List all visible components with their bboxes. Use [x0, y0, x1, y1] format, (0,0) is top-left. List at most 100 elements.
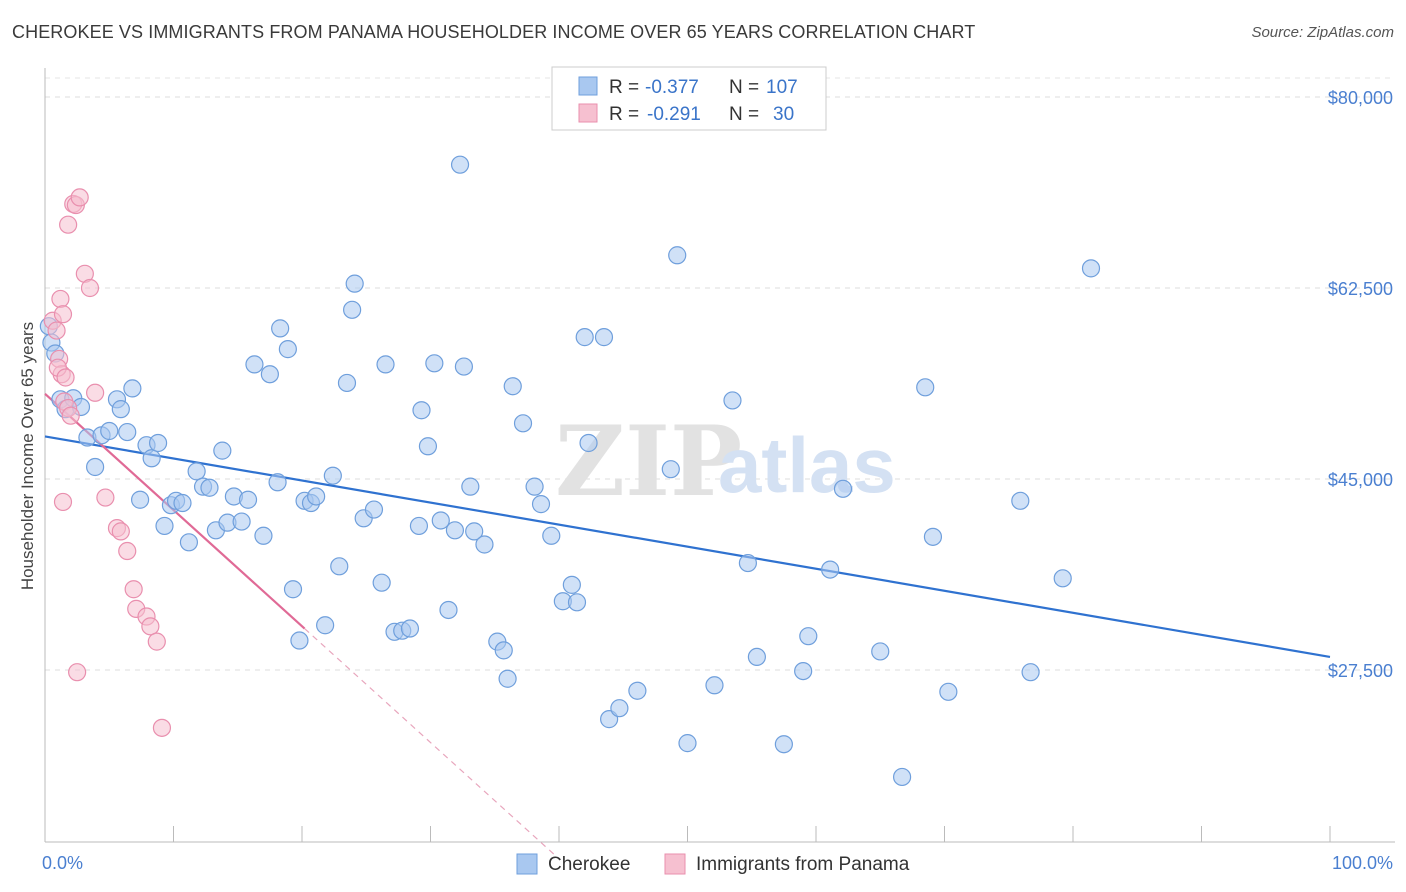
cherokee-point [142, 449, 161, 468]
cherokee-point [678, 734, 697, 753]
cherokee-point [307, 487, 326, 506]
legend-n-value-panama: 30 [773, 104, 794, 125]
cherokee-point [173, 493, 192, 513]
correlation-legend: R = -0.377 N = 107 R = -0.291 N = 30 [551, 66, 827, 131]
panama-point [118, 541, 137, 561]
cherokee-point [513, 414, 533, 433]
panama-point [152, 718, 172, 737]
legend-swatch-cherokee [578, 76, 598, 96]
y-tick-label: $27,500 [1328, 661, 1393, 681]
legend-box [551, 66, 827, 131]
panama-point [56, 368, 75, 387]
cherokee-point [475, 535, 494, 554]
legend-n-value-cherokee: 107 [766, 77, 798, 98]
cherokee-point [661, 460, 680, 479]
cherokee-point [833, 479, 853, 498]
panama-point [61, 406, 80, 425]
y-tick-label: $62,500 [1328, 279, 1393, 299]
cherokee-point [200, 478, 219, 497]
cherokee-point [345, 274, 364, 293]
cherokee-point [290, 631, 309, 650]
cherokee-point [503, 377, 522, 396]
cherokee-point [575, 328, 594, 347]
panama-trend-extension [304, 628, 560, 860]
chart-title: CHEROKEE VS IMMIGRANTS FROM PANAMA HOUSE… [12, 22, 976, 42]
cherokee-point [245, 355, 264, 374]
series-legend-swatch-panama [664, 853, 686, 875]
cherokee-point [439, 600, 458, 620]
source-label: Source: ZipAtlas.com [1251, 24, 1394, 41]
cherokee-point [418, 437, 438, 456]
cherokee-point [594, 328, 614, 347]
cherokee-point [1081, 259, 1101, 278]
cherokee-point [1021, 663, 1040, 682]
cherokee-point [498, 669, 517, 688]
x-tick-label: 0.0% [42, 853, 83, 873]
cherokee-point [774, 735, 793, 754]
cherokee-point [409, 516, 429, 536]
cherokee-point [747, 647, 766, 667]
cherokee-point [610, 699, 629, 718]
y-tick-label: $45,000 [1328, 470, 1393, 490]
cherokee-point [871, 642, 890, 661]
legend-n-label-cherokee: N = [729, 77, 759, 98]
cherokee-point [892, 767, 912, 787]
series-legend-swatch-cherokee [516, 853, 538, 875]
x-tick-labels: 0.0% 100.0% [42, 853, 1393, 873]
cherokee-point [400, 619, 420, 638]
cherokee-point [1011, 491, 1030, 510]
cherokee-point [376, 355, 395, 374]
panama-point [53, 492, 73, 512]
y-tick-labels: $27,500 $45,000 $62,500 $80,000 [1328, 88, 1393, 681]
cherokee-point [155, 516, 174, 536]
cherokee-point [86, 457, 105, 477]
cherokee-point [567, 593, 587, 612]
cherokee-point [364, 500, 384, 519]
y-axis-label: Householder Income Over 65 years [18, 322, 37, 590]
cherokee-point [542, 526, 561, 545]
panama-point [53, 305, 73, 324]
cherokee-point [254, 526, 273, 545]
cherokee-point [187, 462, 206, 481]
panama-point [47, 321, 66, 340]
watermark: ZIP atlas [555, 405, 896, 518]
panama-point [70, 188, 89, 207]
cherokee-point [323, 466, 342, 485]
gridlines [45, 77, 1395, 671]
cherokee-point [525, 477, 544, 496]
cherokee-point [799, 627, 818, 646]
cherokee-point [916, 378, 935, 397]
panama-point [86, 383, 105, 402]
cherokee-point [130, 490, 150, 509]
cherokee-point [343, 300, 362, 319]
cherokee-point [148, 433, 168, 453]
watermark-atlas: atlas [718, 421, 896, 509]
cherokee-point [100, 421, 119, 441]
panama-point [80, 278, 100, 298]
series-legend-label-panama: Immigrants from Panama [696, 854, 910, 875]
cherokee-point [179, 533, 199, 552]
cherokee-point [213, 441, 232, 460]
cherokee-point [494, 641, 513, 660]
cherokee-point [668, 246, 687, 265]
panama-point [59, 215, 78, 234]
panama-point [147, 632, 166, 651]
cherokee-point [337, 373, 357, 393]
cherokee-point [450, 155, 470, 174]
cherokee-point [738, 553, 757, 573]
cherokee-point [278, 340, 297, 359]
cherokee-point [562, 575, 581, 594]
cherokee-point [939, 682, 958, 701]
cherokee-point [628, 681, 647, 700]
cherokee-point [111, 400, 130, 419]
series-legend: Cherokee Immigrants from Panama [516, 853, 910, 875]
legend-r-label-panama: R = [609, 104, 639, 125]
cherokee-point [232, 512, 251, 531]
cherokee-point [271, 319, 290, 338]
cherokee-point [316, 616, 335, 635]
watermark-zip: ZIP [555, 405, 742, 518]
legend-r-value-panama: -0.291 [647, 104, 701, 125]
cherokee-point [260, 365, 279, 384]
cherokee-point [372, 573, 391, 592]
cherokee-point [923, 527, 943, 546]
